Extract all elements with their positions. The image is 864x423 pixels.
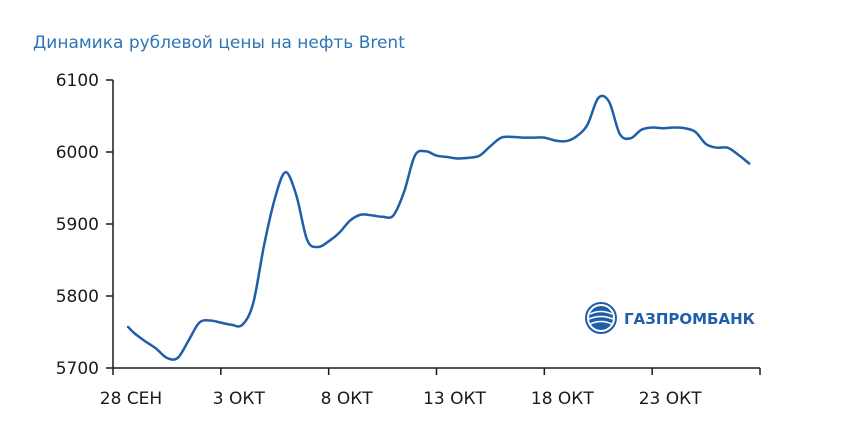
y-tick-label: 5700 bbox=[56, 359, 99, 379]
gazprombank-logo-icon bbox=[585, 302, 617, 334]
series-line bbox=[126, 94, 751, 361]
x-tick-label: 18 ОКТ bbox=[531, 389, 594, 409]
y-tick-label: 6000 bbox=[56, 143, 99, 163]
y-tick-label: 5900 bbox=[56, 215, 99, 235]
x-axis: 28 СЕН 3 ОКТ 8 ОКТ 13 ОКТ 18 ОКТ 23 ОКТ bbox=[100, 367, 761, 409]
series-group bbox=[126, 94, 751, 361]
x-tick-label: 8 ОКТ bbox=[321, 389, 374, 409]
y-axis: 5700 5800 5900 6000 6100 bbox=[56, 71, 114, 379]
x-tick-label: 13 ОКТ bbox=[423, 389, 486, 409]
gazprombank-logo: ГАЗПРОМБАНК bbox=[585, 302, 756, 334]
x-tick-label: 23 ОКТ bbox=[639, 389, 702, 409]
gazprombank-logo-text: ГАЗПРОМБАНК bbox=[624, 310, 756, 328]
x-tick-label: 3 ОКТ bbox=[213, 389, 266, 409]
chart-title: Динамика рублевой цены на нефть Brent bbox=[33, 33, 405, 53]
x-tick-label: 28 СЕН bbox=[100, 389, 162, 409]
y-tick-label: 6100 bbox=[56, 71, 99, 91]
y-tick-label: 5800 bbox=[56, 287, 99, 307]
